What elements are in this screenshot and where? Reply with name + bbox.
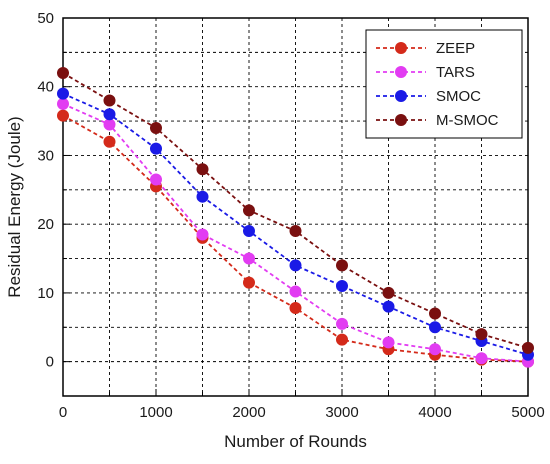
data-point bbox=[336, 280, 348, 293]
data-point bbox=[196, 228, 209, 241]
legend-label: ZEEP bbox=[436, 40, 475, 57]
data-point bbox=[103, 94, 116, 107]
data-point bbox=[196, 190, 209, 203]
data-point bbox=[57, 66, 69, 79]
data-point bbox=[103, 108, 116, 121]
data-point bbox=[289, 302, 302, 315]
y-tick-label: 30 bbox=[37, 147, 54, 164]
x-tick-label: 5000 bbox=[511, 404, 544, 421]
data-point bbox=[382, 286, 395, 299]
data-point bbox=[475, 352, 488, 365]
data-point bbox=[57, 87, 69, 100]
legend-label: TARS bbox=[436, 64, 475, 81]
data-point bbox=[57, 109, 69, 122]
data-point bbox=[522, 341, 534, 354]
y-axis-title: Residual Energy (Joule) bbox=[5, 116, 24, 297]
data-point bbox=[243, 225, 255, 238]
legend: ZEEP TARS SMOC M-SMOC bbox=[365, 29, 523, 139]
series-zeep bbox=[57, 109, 534, 368]
data-point bbox=[150, 121, 162, 134]
data-point bbox=[429, 343, 441, 356]
data-point bbox=[475, 328, 488, 341]
data-point bbox=[103, 135, 116, 148]
legend-item-m-smoc: M-SMOC bbox=[376, 112, 499, 129]
y-tick-label: 20 bbox=[37, 216, 54, 233]
data-point bbox=[150, 142, 162, 155]
data-point bbox=[429, 321, 441, 334]
data-point bbox=[289, 285, 302, 298]
data-point bbox=[150, 173, 162, 186]
legend-marker bbox=[395, 42, 407, 54]
legend-item-zeep: ZEEP bbox=[376, 40, 475, 57]
legend-label: SMOC bbox=[436, 88, 481, 105]
axis-ticks: 0 1000 2000 3000 4000 5000 0 10 20 30 40 50 bbox=[37, 10, 544, 421]
x-tick-label: 1000 bbox=[139, 404, 172, 421]
x-tick-label: 0 bbox=[59, 404, 67, 421]
data-point bbox=[243, 252, 255, 265]
data-point bbox=[243, 276, 255, 289]
data-point bbox=[336, 317, 348, 330]
data-point bbox=[382, 300, 395, 313]
series-group bbox=[57, 66, 534, 368]
data-point bbox=[336, 259, 348, 272]
legend-marker bbox=[395, 90, 407, 102]
y-tick-label: 50 bbox=[37, 10, 54, 27]
legend-item-smoc: SMOC bbox=[376, 88, 481, 105]
legend-marker bbox=[395, 114, 407, 126]
y-tick-label: 0 bbox=[46, 354, 54, 371]
x-tick-label: 4000 bbox=[418, 404, 451, 421]
data-point bbox=[103, 118, 116, 131]
data-point bbox=[196, 163, 209, 176]
series-m-smoc bbox=[57, 66, 534, 354]
data-point bbox=[336, 333, 348, 346]
data-point bbox=[289, 225, 302, 238]
x-tick-label: 3000 bbox=[325, 404, 358, 421]
y-tick-label: 10 bbox=[37, 285, 54, 302]
data-point bbox=[243, 204, 255, 217]
legend-label: M-SMOC bbox=[436, 112, 499, 129]
data-point bbox=[57, 97, 69, 110]
data-point bbox=[382, 336, 395, 349]
legend-marker bbox=[395, 66, 407, 78]
x-axis-title: Number of Rounds bbox=[224, 432, 367, 451]
data-point bbox=[429, 307, 441, 320]
x-tick-label: 2000 bbox=[232, 404, 265, 421]
y-tick-label: 40 bbox=[37, 79, 54, 96]
data-point bbox=[289, 259, 302, 272]
series-tars bbox=[57, 97, 534, 368]
legend-item-tars: TARS bbox=[376, 64, 475, 81]
